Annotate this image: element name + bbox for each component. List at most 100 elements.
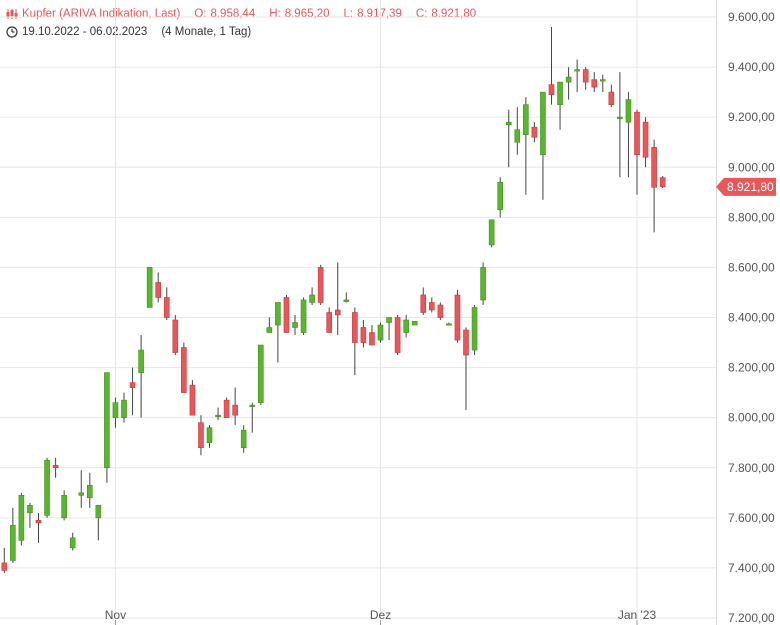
x-tick-label: Dez	[370, 608, 391, 622]
candle-body	[155, 282, 161, 298]
candle-body	[471, 307, 478, 351]
last-price-label: 8.921,80	[727, 180, 774, 194]
candle-body	[249, 404, 256, 407]
candle-body	[651, 146, 657, 188]
candle-body	[377, 324, 384, 341]
candle-body	[343, 299, 350, 302]
candle-body	[360, 327, 367, 343]
candle-body	[403, 319, 409, 333]
candle-body	[292, 322, 298, 328]
y-tick-label: 9.600,00	[728, 10, 775, 24]
candle-body	[497, 181, 504, 211]
candle-body	[275, 302, 281, 326]
candle-body	[61, 494, 67, 519]
candles	[1, 27, 666, 573]
candle-body	[172, 319, 179, 353]
candle-body	[591, 79, 598, 88]
candle-body	[189, 384, 196, 416]
candle-body	[1, 562, 8, 571]
candle-body	[266, 327, 273, 333]
candle-body	[35, 520, 42, 524]
y-tick-label: 9.200,00	[728, 110, 775, 124]
candle-body	[69, 537, 76, 549]
candle-body	[121, 399, 127, 418]
candle-body	[582, 69, 589, 83]
legend-high-label: H:	[269, 8, 281, 20]
candle-body	[27, 505, 33, 514]
candle-body	[104, 372, 110, 469]
candle-body	[514, 129, 521, 143]
candle-body	[548, 84, 555, 95]
candle-body	[112, 402, 119, 418]
candle-body	[446, 323, 452, 326]
y-tick-label: 8.000,00	[728, 411, 775, 425]
candle-body	[557, 81, 563, 105]
candle-body	[420, 294, 427, 313]
candle-body	[369, 332, 375, 346]
y-tick-label: 7.600,00	[728, 511, 775, 525]
candle-body	[437, 304, 444, 318]
candle-body	[625, 99, 632, 123]
y-tick-label: 8.600,00	[728, 260, 775, 274]
candle-body	[257, 344, 264, 403]
candle-body	[95, 505, 102, 519]
candle-body	[642, 121, 649, 158]
legend-low-label: L:	[343, 8, 354, 20]
candle-body	[531, 126, 538, 138]
candle-body	[309, 294, 315, 303]
candle-body	[608, 91, 615, 105]
candle-body	[505, 121, 512, 125]
candle-body	[326, 312, 333, 333]
candle-body	[617, 116, 623, 119]
y-tick-label: 8.400,00	[728, 311, 775, 325]
legend-close-label: C:	[415, 8, 428, 20]
candle-body	[523, 104, 529, 135]
candle-body	[44, 459, 50, 516]
candle-body	[540, 91, 546, 156]
y-tick-label: 7.400,00	[728, 561, 775, 575]
candle-body	[428, 302, 435, 311]
y-tick-label: 8.800,00	[728, 210, 775, 224]
clock-icon	[6, 26, 18, 38]
candle-body	[52, 464, 59, 469]
last-price-marker	[716, 177, 776, 196]
candle-body	[206, 427, 213, 444]
candle-body	[352, 312, 358, 343]
candle-body	[129, 382, 136, 388]
legend-range-row: 19.10.2022 - 06.02.2023 (4 Monate, 1 Tag…	[6, 24, 476, 40]
x-tick-label: Nov	[105, 608, 126, 622]
last-price-tag: 8.921,80	[716, 177, 776, 196]
candle-body	[18, 494, 25, 541]
y-axis: 7.200,00 7.400,00 7.600,00 7.800,00 8.000,00…	[716, 0, 775, 625]
candle-body	[10, 525, 16, 561]
candle-body	[317, 267, 324, 303]
candle-body	[240, 429, 247, 449]
candle-body	[181, 347, 187, 393]
y-tick-label: 7.800,00	[728, 461, 775, 475]
candle-body	[574, 69, 580, 72]
candle-body	[78, 492, 85, 496]
candle-body	[488, 219, 495, 246]
legend-date-range: 19.10.2022 - 06.02.2023	[22, 26, 148, 38]
candle-body	[138, 349, 144, 373]
candle-body	[463, 329, 469, 356]
candle-body	[215, 414, 221, 417]
y-tick-label: 8.200,00	[728, 361, 775, 375]
candle-body	[334, 309, 341, 316]
candle-body	[232, 404, 238, 416]
candle-body	[454, 294, 461, 341]
candle-body	[223, 399, 230, 418]
y-tick-label: 9.400,00	[728, 60, 775, 74]
candle-body	[386, 317, 392, 323]
candle-body	[198, 422, 204, 449]
legend-period: (4 Monate, 1 Tag)	[161, 26, 252, 38]
candle-body	[146, 267, 153, 308]
candle-body	[659, 177, 666, 188]
candle-body	[634, 111, 640, 156]
candle-body	[163, 297, 170, 318]
y-tick-label: 9.000,00	[728, 160, 775, 174]
x-tick-label: Jan '23	[618, 608, 657, 622]
